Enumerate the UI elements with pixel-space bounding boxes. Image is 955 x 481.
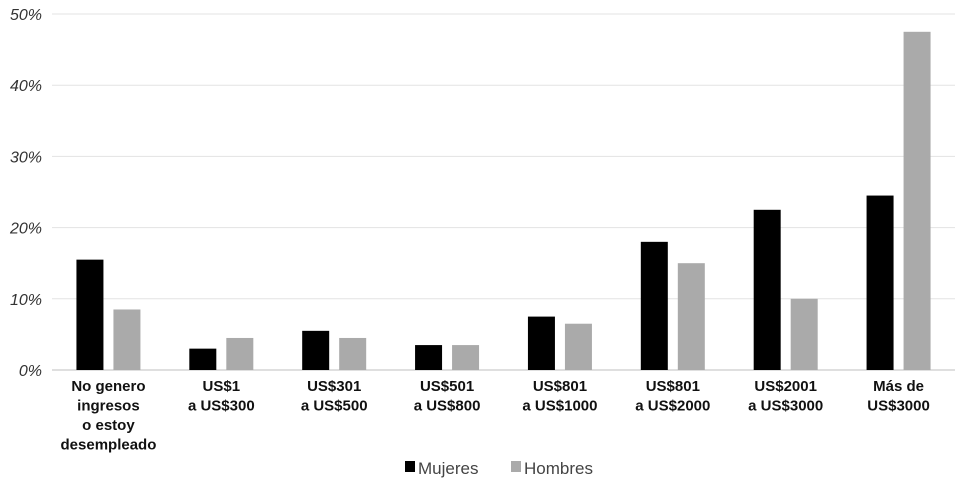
x-tick-label: US$801 a US$1000: [522, 378, 597, 415]
x-tick-label: US$501 a US$800: [414, 378, 481, 415]
bar-mujeres: [415, 345, 443, 370]
y-tick-label: 10%: [10, 292, 42, 309]
bar-hombres: [903, 31, 931, 371]
x-tick-label-line: US$2001: [754, 378, 817, 395]
x-tick-label-line: a US$2000: [635, 398, 710, 415]
x-tick-label: US$801 a US$2000: [635, 378, 710, 415]
y-tick-label: 50%: [10, 7, 42, 24]
x-tick-label-line: ingresos: [77, 398, 140, 415]
x-tick-label-line: a US$300: [188, 398, 255, 415]
x-tick-label-line: desempleado: [61, 437, 157, 454]
legend-swatch-hombres: [511, 461, 521, 472]
x-tick-label-line: US$301: [307, 378, 361, 395]
legend-swatch-mujeres: [405, 461, 415, 472]
bar-mujeres: [527, 316, 555, 370]
bars: [76, 31, 931, 371]
x-tick-label: US$2001 a US$3000: [748, 378, 823, 415]
x-tick-label-line: a US$500: [301, 398, 368, 415]
bar-mujeres: [189, 348, 217, 370]
x-tick-label-line: US$1: [203, 378, 241, 395]
bar-hombres: [452, 345, 480, 370]
bar-hombres: [564, 323, 592, 370]
x-tick-label-line: a US$3000: [748, 398, 823, 415]
x-tick-label-line: US$801: [533, 378, 587, 395]
bar-hombres: [790, 298, 818, 370]
bar-hombres: [113, 309, 141, 370]
bar-hombres: [677, 263, 705, 370]
bar-hombres: [226, 337, 254, 370]
x-axis-tick-labels: No genero ingresos o estoy desempleado US$1 a…: [61, 378, 930, 454]
bar-mujeres: [753, 209, 781, 370]
bar-mujeres: [640, 241, 668, 370]
x-tick-label-line: a US$1000: [522, 398, 597, 415]
x-tick-label-line: US$801: [646, 378, 700, 395]
bar-mujeres: [76, 259, 104, 370]
x-tick-label-line: US$501: [420, 378, 474, 395]
x-tick-label: No genero ingresos o estoy desempleado: [61, 378, 157, 454]
x-tick-label: US$301 a US$500: [301, 378, 368, 415]
x-tick-label-line: Más de: [873, 378, 924, 395]
x-tick-label-line: No genero: [71, 378, 145, 395]
x-tick-label-line: o estoy: [82, 417, 135, 434]
x-tick-label-line: a US$800: [414, 398, 481, 415]
bar-mujeres: [302, 330, 330, 370]
x-tick-label: Más de US$3000: [867, 378, 930, 415]
y-axis-tick-labels: 0% 10% 20% 30% 40% 50%: [9, 7, 42, 380]
y-tick-label: 30%: [10, 149, 42, 166]
legend-label-hombres: Hombres: [524, 459, 593, 478]
legend-label-mujeres: Mujeres: [418, 459, 478, 478]
x-tick-label-line: US$3000: [867, 398, 930, 415]
bar-mujeres: [866, 195, 894, 370]
bar-hombres: [339, 337, 367, 370]
y-tick-label: 40%: [10, 78, 42, 95]
x-tick-label: US$1 a US$300: [188, 378, 255, 415]
y-tick-label: 0%: [19, 363, 42, 380]
y-tick-label: 20%: [9, 221, 42, 238]
legend: Mujeres Hombres: [405, 459, 593, 478]
gridlines: [52, 13, 955, 371]
